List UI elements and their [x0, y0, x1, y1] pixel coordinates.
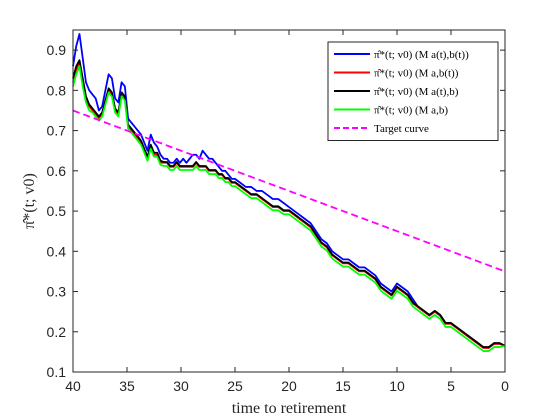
x-tick-label: 10 — [389, 378, 405, 394]
legend-label-1: π̂*(t; v0) (M a(t),b(t)) — [374, 49, 469, 61]
x-tick-label: 0 — [501, 378, 509, 394]
legend-label-3: π̂*(t; v0) (M a(t),b) — [374, 86, 459, 98]
y-tick-label: 0.9 — [47, 42, 67, 58]
y-tick-label: 0.4 — [47, 243, 67, 259]
y-tick-label: 0.8 — [47, 82, 67, 98]
legend-label-5: Target curve — [374, 123, 429, 135]
x-axis-title: time to retirement — [232, 400, 347, 417]
y-axis-title: π̂*(t; v0) — [21, 173, 38, 229]
y-tick-label: 0.6 — [47, 163, 67, 179]
x-tick-label: 5 — [447, 378, 455, 394]
x-tick-label: 20 — [281, 378, 297, 394]
x-tick-label: 25 — [227, 378, 243, 394]
legend-label-2: π̂*(t; v0) (M a,b(t)) — [374, 68, 459, 80]
x-tick-label: 35 — [119, 378, 135, 394]
y-tick-label: 0.7 — [47, 123, 67, 139]
y-tick-label: 0.5 — [47, 203, 67, 219]
series-line-4 — [72, 65, 506, 352]
y-tick-label: 0.3 — [47, 284, 67, 300]
x-tick-label: 40 — [65, 378, 81, 394]
legend-label-4: π̂*(t; v0) (M a,b) — [374, 105, 448, 117]
y-tick-label: 0.1 — [47, 364, 67, 380]
x-tick-label: 15 — [335, 378, 351, 394]
y-tick-label: 0.2 — [47, 324, 67, 340]
x-tick-label: 30 — [173, 378, 189, 394]
